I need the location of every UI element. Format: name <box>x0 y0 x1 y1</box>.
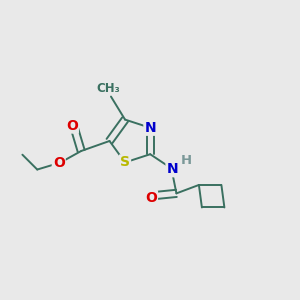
Text: O: O <box>66 118 78 133</box>
Text: O: O <box>53 156 65 170</box>
Text: N: N <box>167 162 178 176</box>
Text: O: O <box>145 191 157 205</box>
Text: CH₃: CH₃ <box>96 82 120 95</box>
Text: S: S <box>120 155 130 170</box>
Text: N: N <box>144 121 156 135</box>
Text: H: H <box>180 154 191 167</box>
